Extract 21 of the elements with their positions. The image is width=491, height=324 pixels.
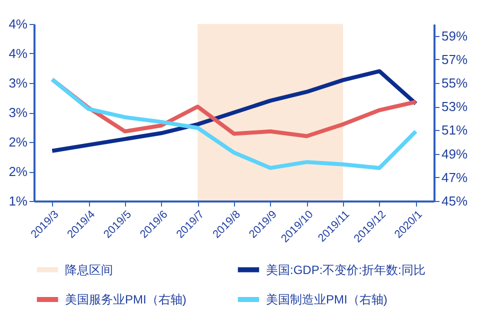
legend-label: 美国服务业PMI（右轴) bbox=[65, 292, 186, 306]
y-tick-label: 1% bbox=[8, 194, 28, 208]
y2-tick-label: 57% bbox=[442, 52, 468, 67]
legend-label: 美国制造业PMI（右轴) bbox=[266, 292, 388, 306]
line-series bbox=[50, 69, 418, 153]
line-series bbox=[50, 77, 418, 170]
y-tick-label: 2% bbox=[8, 164, 28, 179]
y-tick-label: 2% bbox=[8, 134, 28, 150]
y-tick-label: 3% bbox=[8, 76, 28, 90]
y2-tick-label: 47% bbox=[442, 170, 468, 185]
y2-tick-label: 53% bbox=[442, 99, 468, 114]
legend-label: 降息区间 bbox=[65, 262, 113, 277]
y-tick-label: 4% bbox=[8, 16, 28, 32]
y2-tick-label: 45% bbox=[442, 194, 468, 208]
y-tick-label: 4% bbox=[8, 46, 28, 61]
y2-tick-label: 49% bbox=[442, 146, 468, 162]
legend-label: 美国:GDP:不变价:折年数:同比 bbox=[266, 262, 426, 277]
y2-tick-label: 51% bbox=[442, 122, 468, 138]
y2-tick-label: 59% bbox=[442, 28, 468, 44]
y2-tick-label: 55% bbox=[442, 76, 468, 90]
y-tick-label: 3% bbox=[8, 105, 28, 120]
